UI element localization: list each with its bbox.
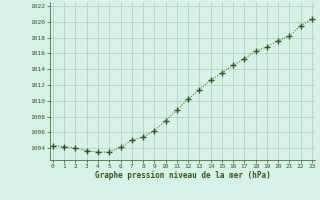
X-axis label: Graphe pression niveau de la mer (hPa): Graphe pression niveau de la mer (hPa) bbox=[94, 171, 270, 180]
